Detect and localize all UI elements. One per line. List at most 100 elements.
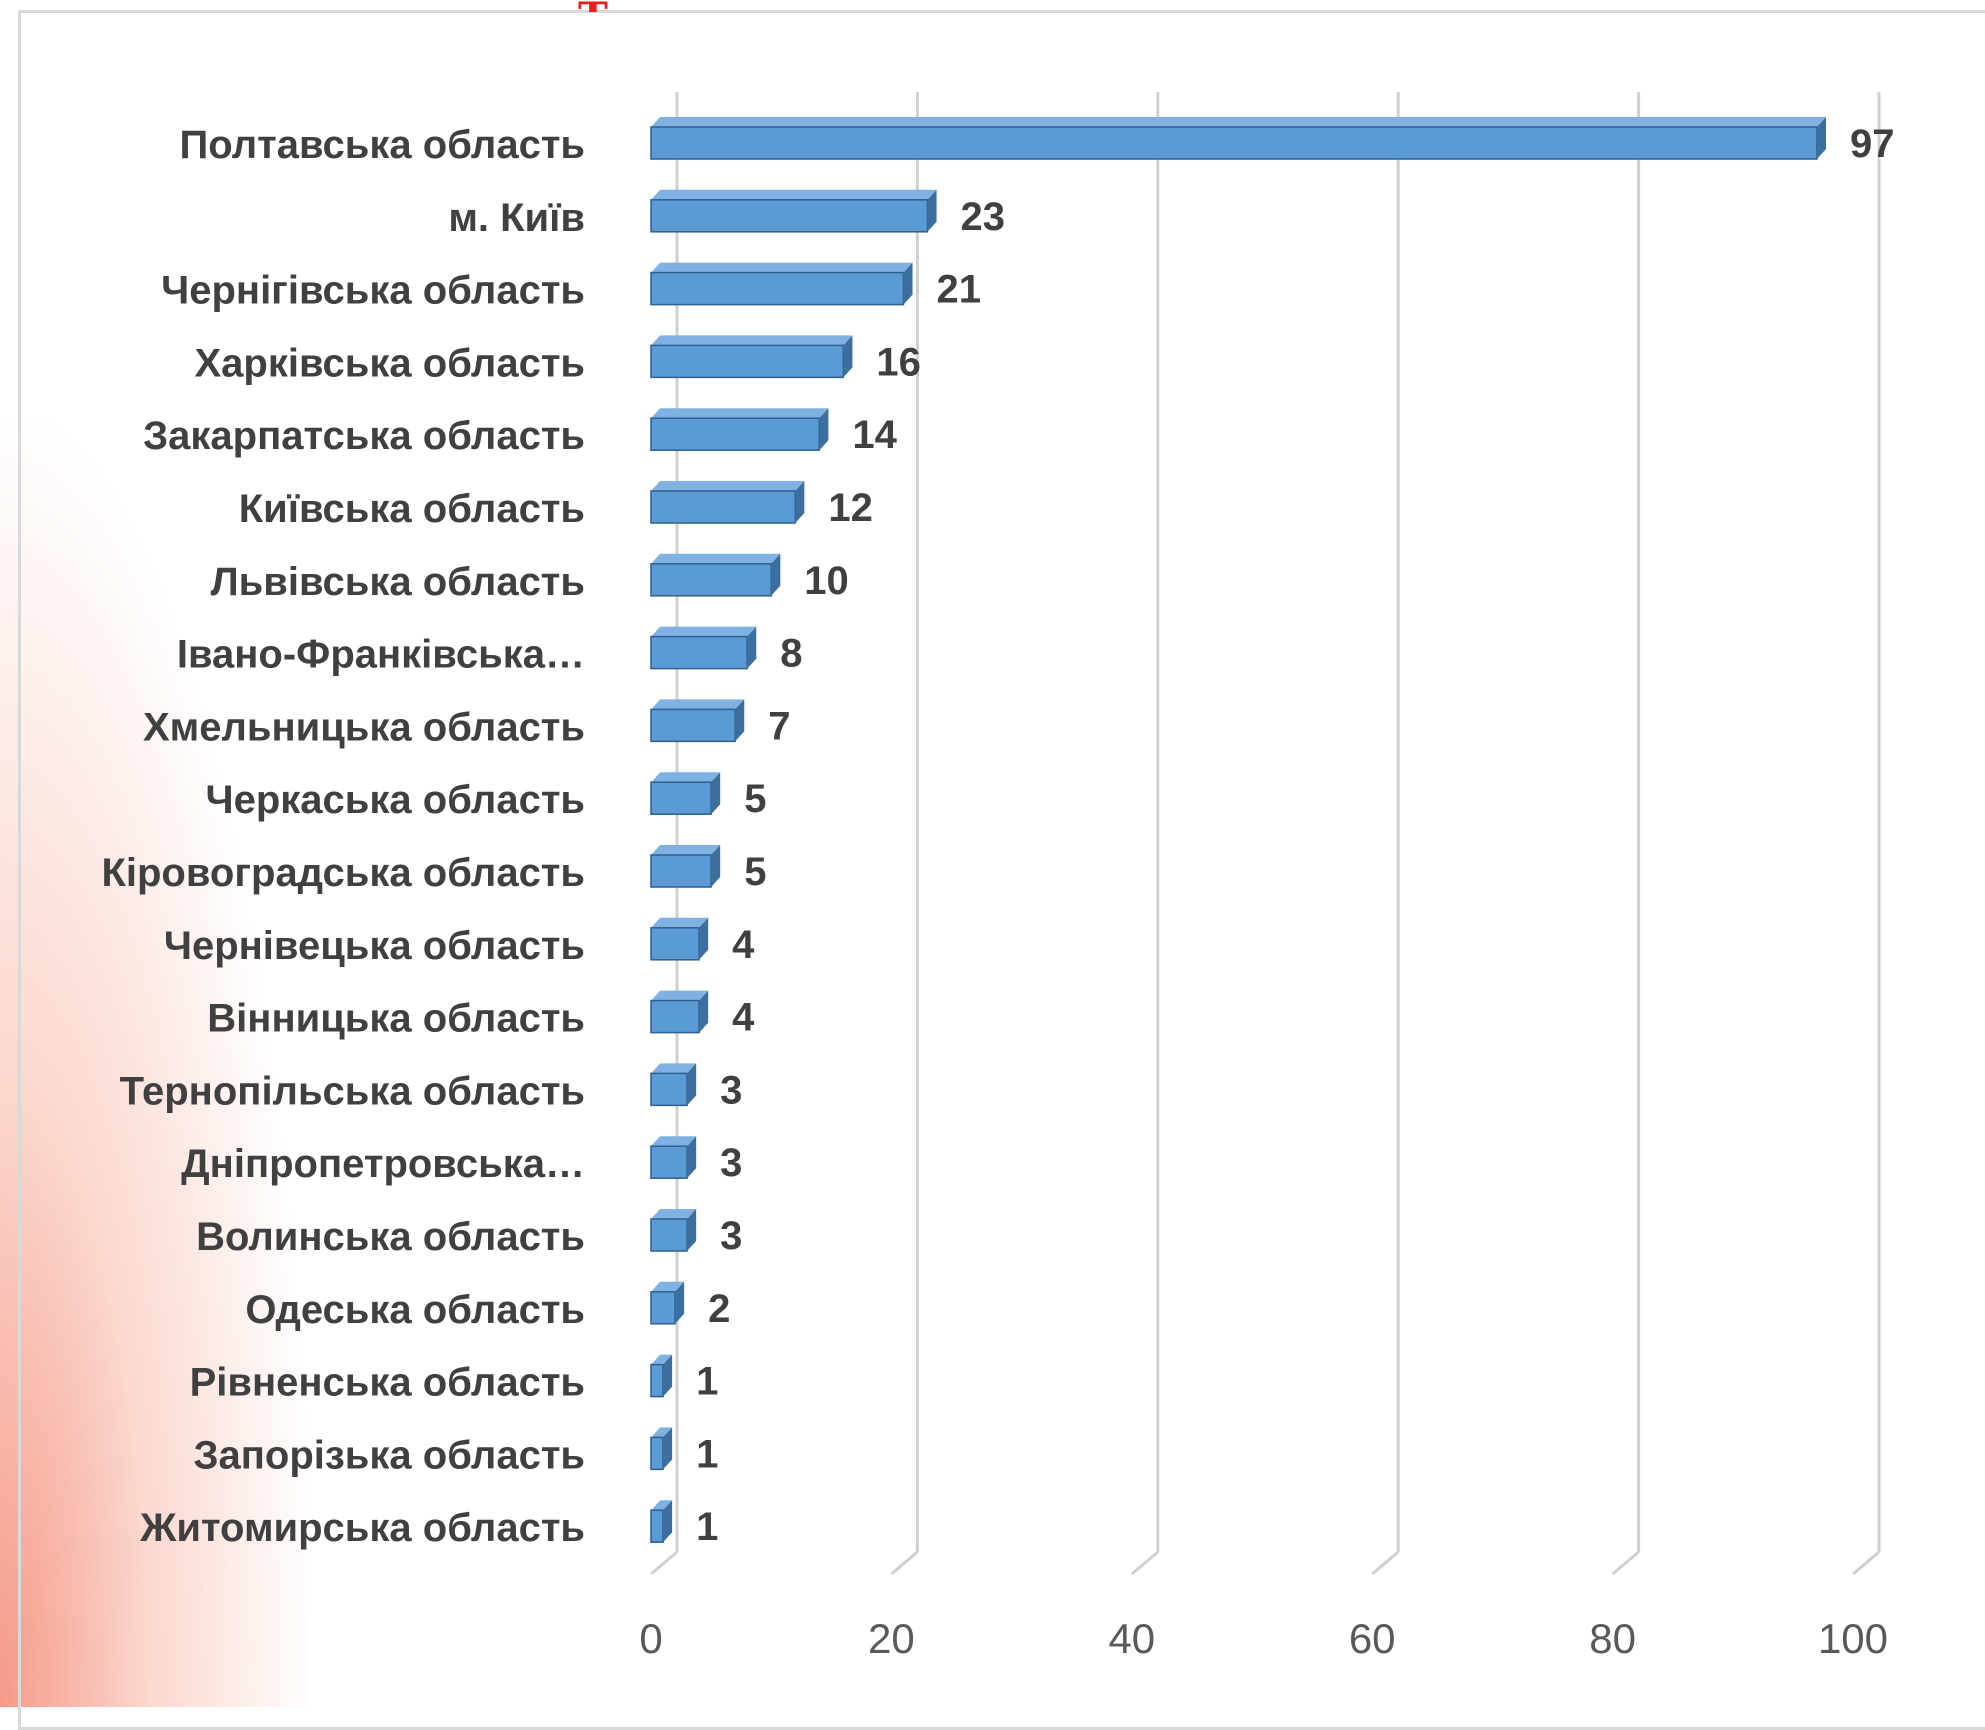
bar-side-face xyxy=(687,1136,697,1179)
bar-front-face xyxy=(650,1436,664,1471)
bar-side-face xyxy=(1816,117,1827,159)
bar-front-face xyxy=(650,271,905,306)
bar-side-face xyxy=(687,1063,697,1106)
bar-front-face xyxy=(650,708,736,743)
bar-top-face xyxy=(651,1354,673,1365)
category-label: Львівська область xyxy=(211,560,585,604)
bar-side-face xyxy=(795,481,805,523)
bar xyxy=(650,917,709,961)
bar-front-face xyxy=(650,1363,664,1398)
category-label: Запорізька область xyxy=(193,1433,585,1477)
bar-side-face xyxy=(663,1427,673,1470)
bar-top-face xyxy=(651,335,853,346)
bar-top-face xyxy=(651,117,1827,127)
bar-top-face xyxy=(651,699,745,710)
category-label: Полтавська область xyxy=(180,123,585,167)
data-label: 1 xyxy=(696,1360,718,1404)
data-label: 3 xyxy=(720,1141,742,1185)
bar-side-face xyxy=(699,917,709,960)
bar xyxy=(650,335,853,379)
data-label: 23 xyxy=(961,195,1006,239)
bar-front-face xyxy=(650,999,700,1034)
data-label: 16 xyxy=(876,340,921,384)
category-label: Кіровоградська область xyxy=(101,851,585,895)
data-label: 10 xyxy=(804,559,849,603)
bar-top-face xyxy=(651,990,709,1001)
bar xyxy=(650,1354,673,1398)
bar-front-face xyxy=(650,126,1818,160)
x-tick-label: 100 xyxy=(1818,1615,1888,1662)
data-label: 7 xyxy=(768,704,790,748)
bar-front-face xyxy=(650,490,796,524)
bar-front-face xyxy=(650,781,712,815)
category-label: Житомирська область xyxy=(139,1506,585,1550)
bar xyxy=(650,117,1827,160)
bar-top-face xyxy=(651,917,709,928)
data-label: 4 xyxy=(732,996,755,1040)
bar xyxy=(650,1209,697,1252)
bar-side-face xyxy=(663,1354,673,1397)
category-label: Рівненська область xyxy=(190,1361,585,1405)
data-label: 1 xyxy=(696,1505,718,1549)
bar-top-face xyxy=(651,1136,697,1147)
category-label: Черкаська область xyxy=(206,778,586,822)
category-labels: Полтавська область м. Київ Чернігівська об… xyxy=(101,123,585,1550)
bar-side-face xyxy=(699,990,709,1033)
bar-side-face xyxy=(819,408,829,451)
data-label: 3 xyxy=(720,1214,742,1258)
category-label: Волинська область xyxy=(196,1215,585,1259)
category-label: Хмельницька область xyxy=(143,705,585,749)
bar-top-face xyxy=(651,1209,697,1219)
bar-side-face xyxy=(663,1500,673,1543)
bar xyxy=(650,1500,673,1543)
data-label: 3 xyxy=(720,1068,742,1112)
data-label: 8 xyxy=(780,632,802,676)
category-label: Одеська область xyxy=(245,1288,585,1332)
gridlines xyxy=(650,92,1881,1576)
category-label: Закарпатська область xyxy=(143,414,585,458)
bar-side-face xyxy=(675,1281,685,1324)
bar-front-face xyxy=(650,854,712,888)
bar-side-face xyxy=(735,699,745,742)
data-label: 21 xyxy=(937,268,982,312)
bar xyxy=(650,1281,685,1325)
category-label: Івано-Франківська… xyxy=(177,633,585,677)
gridline-foot xyxy=(1371,1550,1400,1576)
bar-front-face xyxy=(650,1218,688,1252)
bar-top-face xyxy=(651,262,913,273)
gridline-foot xyxy=(1130,1550,1159,1576)
data-label: 2 xyxy=(708,1287,730,1331)
bar xyxy=(650,772,721,815)
bar-front-face xyxy=(650,1072,688,1107)
bar-top-face xyxy=(651,626,757,637)
data-label: 97 xyxy=(1850,122,1895,166)
bar-front-face xyxy=(650,927,700,961)
bar-top-face xyxy=(651,408,829,419)
bar-side-face xyxy=(711,772,721,815)
title-fragment: Т xyxy=(578,0,608,12)
category-label: Тернопільська область xyxy=(120,1069,585,1113)
bar-front-face xyxy=(650,563,772,597)
category-label: Київська область xyxy=(239,487,585,531)
bar-side-face xyxy=(903,262,913,305)
bar xyxy=(650,408,829,451)
decorative-gradient xyxy=(0,420,310,1707)
bar-front-face xyxy=(650,1509,664,1543)
bar xyxy=(650,1136,697,1179)
category-label: Чернігівська область xyxy=(161,269,585,313)
bar-side-face xyxy=(771,553,781,596)
bar-front-face xyxy=(650,635,748,670)
gridline-foot xyxy=(650,1550,678,1576)
bars xyxy=(650,117,1827,1543)
category-label: Вінницька область xyxy=(207,997,585,1041)
x-tick-label: 0 xyxy=(639,1615,662,1662)
bar-front-face xyxy=(650,344,845,379)
gridline-foot xyxy=(1852,1550,1880,1576)
bar-top-face xyxy=(651,189,937,200)
bar-top-face xyxy=(651,772,721,783)
x-tick-label: 20 xyxy=(868,1615,915,1662)
bar xyxy=(650,189,937,233)
bar-top-face xyxy=(651,553,781,564)
